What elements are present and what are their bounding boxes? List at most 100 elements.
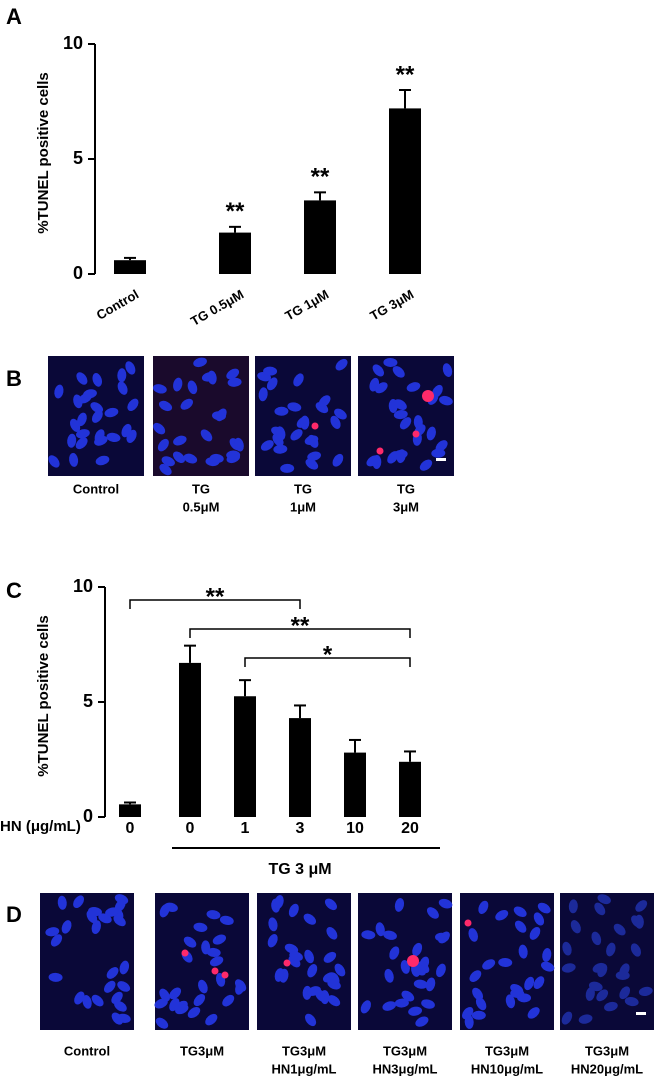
micrograph <box>460 893 555 1030</box>
nucleus <box>127 398 139 412</box>
nucleus <box>274 406 289 416</box>
x-tick-label: 3 <box>296 820 305 837</box>
nucleus <box>94 435 108 446</box>
nucleus <box>401 990 415 1002</box>
nucleus <box>111 1012 123 1025</box>
error-bar <box>124 801 136 805</box>
tunel-spot <box>221 971 229 979</box>
nucleus <box>384 968 394 983</box>
micrograph <box>257 893 351 1030</box>
nucleus <box>234 437 244 452</box>
bracket-line <box>244 657 411 667</box>
error-bar <box>184 644 196 663</box>
nucleus <box>426 426 436 441</box>
bracket-label: ** <box>206 583 225 610</box>
bar <box>219 232 251 274</box>
nucleus <box>393 410 408 420</box>
tunel-spot <box>464 919 472 927</box>
image-caption: TG <box>192 481 210 496</box>
nucleus <box>260 440 274 451</box>
nucleus <box>482 959 496 970</box>
nucleus <box>533 976 545 990</box>
error-bar <box>124 256 136 261</box>
bar <box>114 260 146 274</box>
nucleus <box>330 415 341 429</box>
nucleus <box>263 366 278 376</box>
nucleus <box>293 373 304 387</box>
nucleus <box>289 951 303 961</box>
nucleus <box>514 920 527 933</box>
nucleus <box>287 402 302 412</box>
nucleus <box>48 972 63 982</box>
x-tick-label: 10 <box>346 820 364 837</box>
nucleus <box>274 968 285 982</box>
nucleus <box>73 895 85 908</box>
nucleus <box>117 981 131 992</box>
bar <box>304 200 336 274</box>
bracket-line <box>189 628 411 638</box>
nucleus <box>173 435 187 446</box>
image-caption: HN20μg/mL <box>571 1061 643 1076</box>
nucleus <box>106 432 121 442</box>
nucleus <box>50 934 63 947</box>
bar <box>179 662 201 817</box>
nucleus <box>597 894 611 905</box>
nucleus <box>419 459 433 471</box>
bar <box>119 804 141 817</box>
nucleus <box>219 915 234 926</box>
error-bar <box>229 225 241 233</box>
panel-label: B <box>6 366 22 391</box>
nucleus <box>154 998 168 1009</box>
nucleus <box>372 364 385 377</box>
nucleus <box>280 463 295 473</box>
nucleus <box>591 931 602 946</box>
bracket-label: ** <box>291 612 310 639</box>
nucleus <box>634 914 644 929</box>
y-tick-label: 5 <box>73 148 83 168</box>
nucleus <box>327 979 341 990</box>
bracket-label: * <box>323 641 333 668</box>
nucleus <box>161 456 175 467</box>
micrograph-bg <box>155 893 249 1030</box>
nucleus <box>585 987 595 1001</box>
nucleus <box>121 423 132 438</box>
bracket-line <box>129 599 301 609</box>
nucleus <box>209 453 224 463</box>
bar <box>399 761 421 817</box>
image-caption: TG3μM <box>383 1043 427 1058</box>
bar <box>389 108 421 275</box>
panel-label: A <box>6 4 22 29</box>
nucleus <box>415 1016 429 1027</box>
nucleus <box>478 900 489 914</box>
image-caption: TG3μM <box>585 1043 629 1058</box>
nucleus <box>389 946 400 960</box>
nucleus <box>288 903 299 918</box>
nucleus <box>175 1004 189 1015</box>
micrograph <box>48 356 144 476</box>
x-axis-label: HN (μg/mL) <box>0 818 81 835</box>
error-bar <box>239 679 251 697</box>
tunel-spot <box>283 959 291 967</box>
nucleus <box>375 922 385 937</box>
bar <box>289 718 311 817</box>
nucleus <box>604 1001 618 1012</box>
scale-bar <box>436 458 446 461</box>
panel-label: C <box>6 578 22 603</box>
nucleus <box>513 906 527 918</box>
image-caption: TG3μM <box>282 1043 326 1058</box>
nucleus <box>387 451 399 464</box>
nucleus <box>57 895 67 910</box>
nucleus <box>158 400 173 412</box>
nucleus <box>183 936 197 948</box>
error-bar <box>404 750 416 762</box>
bar <box>344 752 366 817</box>
image-caption: HN3μg/mL <box>372 1061 437 1076</box>
image-caption: 0.5μM <box>183 499 220 514</box>
nucleus <box>125 361 136 375</box>
nucleus <box>630 943 641 957</box>
nucleus <box>300 415 310 430</box>
nucleus <box>304 435 319 446</box>
nucleus <box>425 977 436 992</box>
nucleus <box>159 463 172 476</box>
nucleus <box>527 1007 540 1019</box>
